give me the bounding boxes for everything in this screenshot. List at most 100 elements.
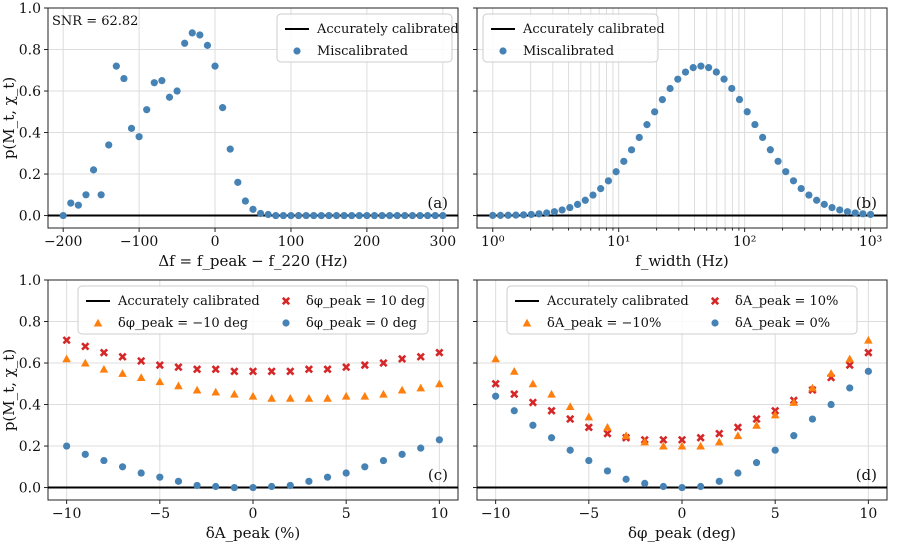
- data-point: [360, 360, 369, 370]
- y-axis-label: p(M_t, χ_t): [0, 77, 18, 159]
- panel-label: (a): [427, 194, 448, 212]
- data-point: [519, 211, 528, 219]
- x-axis-label: δφ_peak (deg): [628, 524, 736, 542]
- data-point: [864, 367, 872, 375]
- data-point: [510, 407, 518, 415]
- data-point: [325, 211, 333, 220]
- data-point: [279, 211, 287, 220]
- legend-box: [276, 13, 453, 63]
- data-point: [323, 365, 332, 374]
- data-point: [193, 481, 201, 490]
- data-point: [378, 211, 386, 220]
- legend-label: Accurately calibrated: [546, 294, 689, 309]
- data-point: [543, 209, 551, 217]
- x-axis-label: Δf = f_peak − f_220 (Hz): [158, 252, 347, 270]
- data-point: [212, 482, 220, 491]
- legend: Accurately calibrated δA_peak = −10% δA_pe…: [506, 285, 858, 335]
- data-point: [342, 469, 350, 477]
- data-point: [828, 203, 836, 212]
- data-point: [379, 456, 388, 465]
- data-point: [759, 133, 767, 142]
- data-point: [826, 369, 836, 377]
- x-tick-label: −10: [52, 506, 82, 522]
- y-tick-label: 0.2: [19, 439, 41, 455]
- data-point: [150, 79, 158, 87]
- data-point: [304, 394, 314, 402]
- data-point: [248, 367, 258, 376]
- x-tick-label: 300: [429, 234, 456, 250]
- data-point: [696, 441, 705, 450]
- data-point: [492, 392, 500, 400]
- data-point: [808, 415, 817, 423]
- data-point: [573, 200, 582, 209]
- data-point: [504, 211, 512, 219]
- data-point: [566, 203, 574, 212]
- data-point: [196, 31, 204, 39]
- panel-label: (c): [428, 466, 448, 484]
- data-point: [310, 211, 318, 220]
- data-point: [566, 414, 575, 424]
- data-point: [512, 211, 520, 219]
- x-tick-label: 10³: [859, 234, 882, 250]
- data-point: [59, 211, 67, 220]
- data-point: [566, 446, 574, 454]
- data-points: [491, 335, 873, 492]
- data-point: [81, 342, 90, 351]
- legend-marker: [293, 47, 301, 55]
- x-tick-label: −200: [44, 234, 82, 250]
- data-points: [59, 29, 447, 220]
- data-point: [360, 391, 370, 400]
- data-point: [581, 196, 589, 204]
- y-tick-label: 0.0: [19, 481, 41, 497]
- data-point: [192, 385, 202, 394]
- y-axis-label: p(M_t, χ_t): [0, 349, 18, 431]
- x-tick-label: −5: [578, 506, 599, 522]
- data-points: [489, 62, 875, 220]
- data-point: [603, 467, 612, 475]
- data-point: [643, 121, 651, 129]
- data-point: [489, 211, 497, 220]
- data-point: [355, 211, 363, 220]
- x-axis-label: δA_peak (%): [206, 524, 301, 542]
- x-tick-label: 10²: [733, 234, 756, 250]
- data-point: [80, 358, 90, 367]
- data-point: [712, 68, 720, 76]
- data-point: [386, 211, 394, 220]
- data-point: [565, 402, 575, 411]
- data-point: [267, 367, 276, 376]
- data-point: [612, 168, 620, 176]
- data-point: [424, 211, 432, 220]
- data-point: [67, 199, 75, 207]
- data-point: [174, 381, 183, 390]
- y-tick-label: 1.0: [19, 1, 41, 17]
- y-tick-label: 0.2: [19, 167, 41, 183]
- legend-box: [482, 13, 659, 63]
- data-point: [766, 146, 774, 154]
- data-point: [379, 389, 388, 398]
- data-point: [678, 483, 686, 492]
- data-point: [348, 211, 356, 220]
- data-point: [728, 84, 736, 93]
- x-tick-label: 5: [771, 506, 780, 522]
- legend-label: Accurately calibrated: [117, 294, 260, 309]
- data-point: [203, 41, 212, 49]
- legend-label: δφ_peak = 10 deg: [306, 294, 425, 309]
- data-point: [158, 77, 166, 85]
- x-tick-label: 200: [354, 234, 381, 250]
- data-point: [416, 383, 426, 392]
- data-point: [155, 360, 164, 370]
- data-point: [658, 95, 666, 104]
- x-tick-label: 0: [211, 234, 220, 250]
- data-point: [659, 441, 668, 450]
- data-point: [408, 211, 417, 220]
- data-point: [677, 441, 687, 450]
- data-point: [249, 483, 257, 492]
- x-tick-label: 10: [430, 506, 448, 522]
- data-point: [363, 211, 371, 220]
- x-tick-label: 0: [249, 506, 258, 522]
- y-tick-label: 0.8: [19, 43, 41, 59]
- data-point: [62, 354, 71, 363]
- data-point: [192, 365, 202, 374]
- data-point: [851, 209, 859, 217]
- data-point: [305, 477, 313, 485]
